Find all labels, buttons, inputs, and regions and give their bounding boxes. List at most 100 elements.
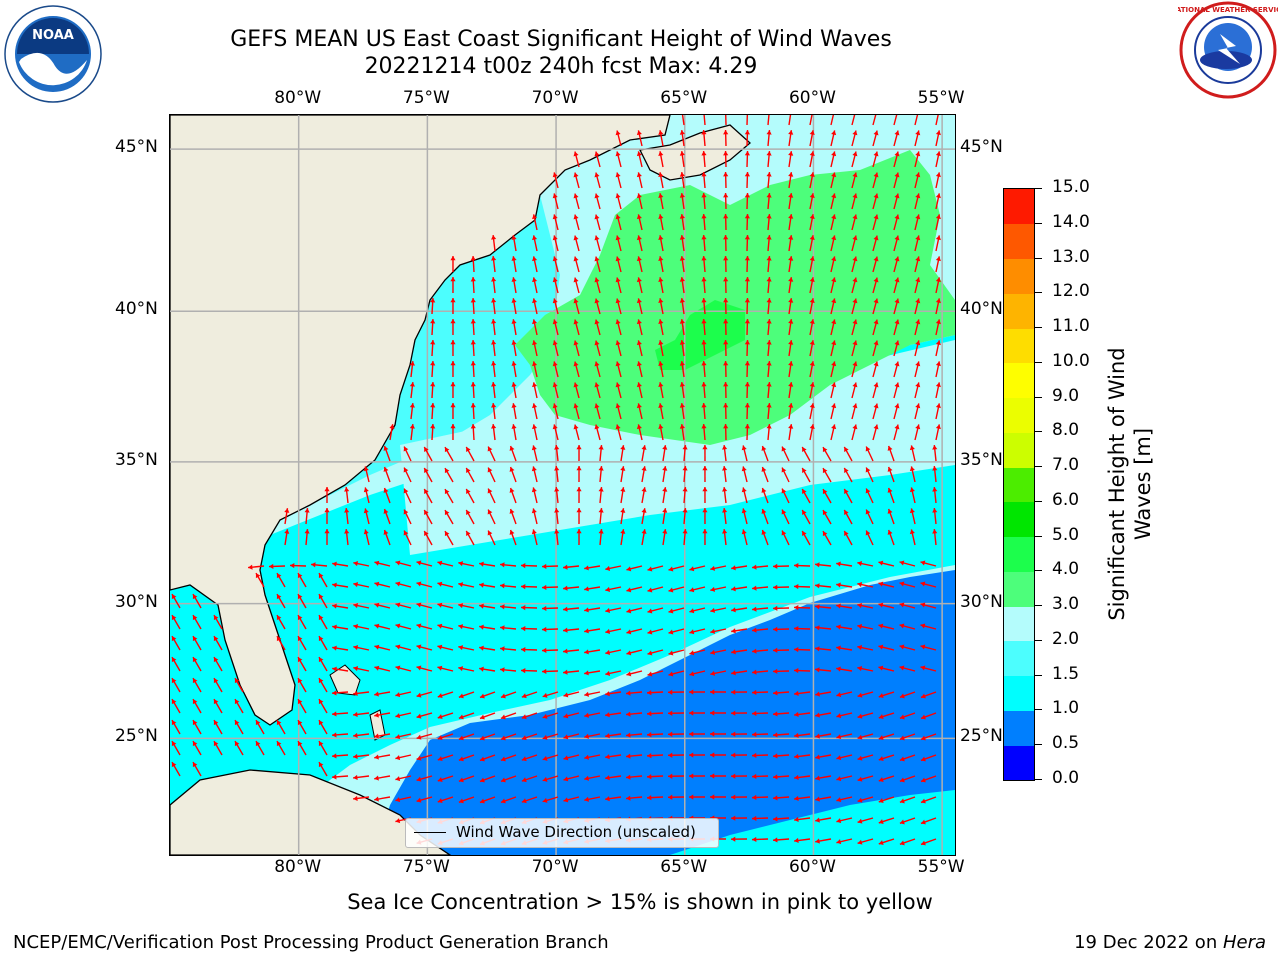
colorbar-segment xyxy=(1004,467,1034,503)
direction-arrow-head xyxy=(766,298,772,303)
direction-arrow-head xyxy=(878,560,884,566)
direction-arrow-head xyxy=(552,298,558,304)
direction-arrow-head xyxy=(563,564,568,570)
direction-arrow-head xyxy=(809,172,815,177)
direction-arrow-head xyxy=(332,582,337,588)
direction-arrow-head xyxy=(450,319,456,324)
direction-arrow-head xyxy=(532,214,538,220)
direction-arrow-head xyxy=(710,710,715,716)
direction-arrow-head xyxy=(802,509,807,515)
direction-arrow-head xyxy=(788,319,794,324)
direction-arrow-head xyxy=(710,565,716,571)
footer-credit: NCEP/EMC/Verification Post Processing Pr… xyxy=(13,932,609,953)
direction-arrow-head xyxy=(353,795,358,801)
direction-arrow-head xyxy=(679,277,685,282)
direction-arrow-head xyxy=(409,424,415,429)
direction-arrow-head xyxy=(479,798,485,804)
direction-arrow-head xyxy=(741,529,747,535)
direction-arrow-head xyxy=(915,424,921,430)
direction-arrow-head xyxy=(935,172,941,178)
direction-arrow-head xyxy=(844,530,849,536)
direction-arrow-head xyxy=(915,172,921,178)
direction-arrow-head xyxy=(741,508,747,514)
direction-arrow-head xyxy=(781,467,787,473)
direction-arrow-head xyxy=(899,714,905,720)
direction-arrow-head xyxy=(542,734,548,740)
direction-arrow-head xyxy=(615,193,621,199)
direction-arrow-head xyxy=(424,509,429,515)
direction-arrow-head xyxy=(552,424,558,430)
lon-label: 70°W xyxy=(531,88,579,108)
direction-arrow-head xyxy=(594,382,600,388)
direction-arrow-head xyxy=(658,193,664,198)
direction-arrow-head xyxy=(542,776,548,782)
direction-arrow-head xyxy=(563,797,569,803)
direction-arrow-head xyxy=(815,838,820,844)
direction-arrow-head xyxy=(744,130,750,135)
direction-arrow-head xyxy=(437,623,443,629)
direction-arrow-head xyxy=(701,319,707,324)
direction-arrow-head xyxy=(626,690,631,696)
direction-arrow-head xyxy=(731,731,736,737)
direction-arrow-head xyxy=(899,819,905,825)
direction-arrow-head xyxy=(641,529,647,534)
lon-label: 80°W xyxy=(274,857,322,877)
direction-arrow-head xyxy=(689,752,694,758)
direction-arrow-head xyxy=(809,235,815,240)
direction-arrow-head xyxy=(416,734,422,740)
direction-arrow xyxy=(830,115,835,126)
direction-arrow-head xyxy=(521,693,527,699)
direction-arrow-head xyxy=(773,690,778,696)
direction-arrow-head xyxy=(679,340,685,345)
direction-arrow-head xyxy=(915,361,921,367)
direction-arrow-head xyxy=(615,235,621,241)
direction-arrow-head xyxy=(487,530,493,536)
direction-arrow-head xyxy=(395,734,401,740)
direction-arrow-head xyxy=(831,298,837,304)
direction-arrow-head xyxy=(511,319,517,324)
direction-arrow-head xyxy=(822,468,828,474)
direction-arrow-head xyxy=(831,172,837,178)
direction-arrow-head xyxy=(491,403,497,408)
direction-arrow-head xyxy=(878,819,884,825)
colorbar-segment xyxy=(1004,432,1034,468)
direction-arrow-head xyxy=(857,666,863,672)
direction-arrow-head xyxy=(752,710,757,717)
direction-arrow-head xyxy=(773,647,778,653)
direction-arrow-head xyxy=(935,424,941,430)
direction-arrow-head xyxy=(395,776,401,782)
direction-arrow-head xyxy=(594,151,600,157)
legend-line-icon xyxy=(414,832,446,833)
direction-arrow-head xyxy=(836,839,842,845)
direction-arrow-head xyxy=(552,319,558,325)
direction-arrow-head xyxy=(836,734,842,740)
direction-arrow-head xyxy=(815,691,820,697)
direction-arrow-head xyxy=(701,382,707,387)
direction-arrow-head xyxy=(531,487,537,493)
direction-arrow-head xyxy=(458,666,464,672)
colorbar-segment xyxy=(1004,397,1034,433)
direction-arrow-head xyxy=(458,603,464,609)
direction-arrow-head xyxy=(255,741,261,747)
direction-arrow-head xyxy=(450,256,456,261)
direction-arrow-head xyxy=(647,650,653,656)
direction-arrow-head xyxy=(500,756,506,762)
direction-arrow-head xyxy=(873,298,879,304)
direction-arrow-head xyxy=(318,636,324,642)
direction-arrow-head xyxy=(363,529,369,535)
direction-arrow-head xyxy=(794,711,799,718)
direction-arrow-head xyxy=(935,403,941,409)
direction-arrow-head xyxy=(626,608,632,614)
direction-arrow-head xyxy=(491,298,497,303)
direction-arrow-head xyxy=(466,530,471,536)
direction-arrow-head xyxy=(899,623,905,629)
direction-arrow-head xyxy=(171,615,177,621)
direction-arrow-head xyxy=(573,340,579,346)
direction-arrow-head xyxy=(802,488,807,494)
colorbar-tick xyxy=(1034,431,1042,433)
direction-arrow-head xyxy=(626,795,631,801)
direction-arrow-head xyxy=(430,319,436,324)
direction-arrow-head xyxy=(731,565,736,571)
direction-arrow-head xyxy=(815,796,820,802)
colorbar-tick xyxy=(1034,744,1042,746)
